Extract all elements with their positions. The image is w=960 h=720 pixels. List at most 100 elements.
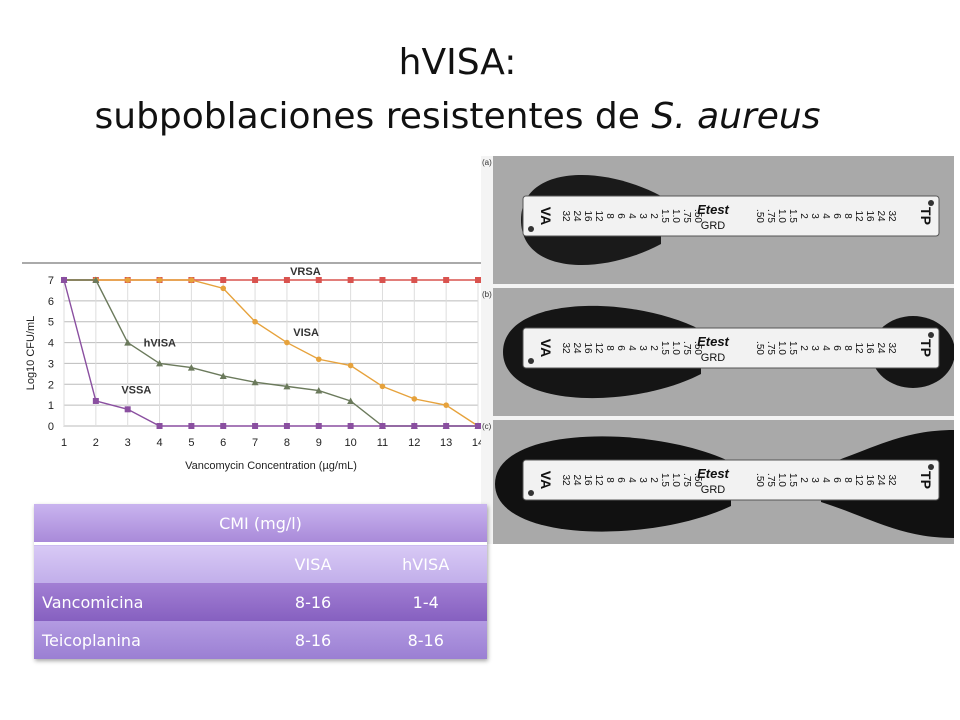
data-point xyxy=(315,387,323,394)
x-tick-label: 9 xyxy=(316,437,322,449)
title-line-1: hVISA: xyxy=(398,42,517,83)
series-label-hvisa: hVISA xyxy=(144,337,176,349)
etest-panel: (b)VA 32 24 16 12 8 6 4 3 2 1.5 1.0.75.50EtestGRD.5… xyxy=(482,288,955,416)
series-line xyxy=(64,279,479,427)
y-tick-label: 2 xyxy=(48,379,54,391)
x-tick-label: 13 xyxy=(440,437,452,449)
strip-scale-label: 12 xyxy=(593,474,604,486)
column-header-empty xyxy=(34,543,262,583)
strip-scale-label: 4 xyxy=(820,477,831,483)
data-point xyxy=(475,277,481,283)
data-point xyxy=(124,406,131,413)
strip-brand-sub: GRD xyxy=(701,352,726,364)
title-line-2-plain: subpoblaciones resistentes de xyxy=(94,96,652,137)
strip-scale-label: 2 xyxy=(798,477,809,483)
x-tick-label: 5 xyxy=(188,437,194,449)
plot-area xyxy=(63,279,479,427)
strip-scale-label: 1.0 xyxy=(670,473,681,487)
data-point xyxy=(61,277,67,283)
hvisa-value: 8-16 xyxy=(364,621,487,659)
y-tick-label: 0 xyxy=(48,421,54,433)
strip-code-left: VA xyxy=(538,207,554,225)
y-tick-label: 4 xyxy=(48,338,54,350)
strip-scale-label: 16 xyxy=(582,210,593,222)
strip-scale-label: 1.5 xyxy=(787,473,798,487)
data-point xyxy=(251,378,259,386)
strip-scale-label: 16 xyxy=(864,474,875,486)
data-point xyxy=(124,277,131,283)
strip-scale-label: 6 xyxy=(831,213,842,219)
data-point xyxy=(315,423,322,429)
data-point xyxy=(347,277,354,283)
data-point xyxy=(252,318,258,325)
panel-letter: (a) xyxy=(482,158,492,167)
strip-scale-label: 6 xyxy=(615,345,626,351)
data-point xyxy=(443,402,449,408)
strip-scale-label: 2 xyxy=(648,213,659,219)
strip-scale-label: .75 xyxy=(681,209,692,223)
strip-scale-label: 1.5 xyxy=(787,341,798,355)
strip-scale-label: 16 xyxy=(864,342,875,354)
x-tick-label: 11 xyxy=(377,437,388,449)
strip-dot xyxy=(928,200,934,206)
data-point xyxy=(220,285,227,292)
strip-scale-label: 12 xyxy=(853,210,864,222)
x-tick-label: 8 xyxy=(284,437,290,449)
data-point xyxy=(124,339,132,346)
data-point xyxy=(220,277,227,283)
x-tick-label: 6 xyxy=(220,437,226,449)
column-header-visa: VISA xyxy=(261,543,365,583)
data-point xyxy=(252,423,259,429)
strip-scale-label: 6 xyxy=(831,345,842,351)
strip-scale-label: 2 xyxy=(648,477,659,483)
strip-scale-label: 8 xyxy=(604,477,615,483)
panel-letter: (b) xyxy=(482,290,492,299)
data-point xyxy=(315,277,322,283)
x-tick-label: 7 xyxy=(252,437,258,449)
strip-scale-label: 1.0 xyxy=(670,341,681,355)
strip-code-left: VA xyxy=(538,339,554,357)
strip-scale-label: 1.0 xyxy=(776,209,787,223)
strip-scale-label: 1.5 xyxy=(659,473,670,487)
strip-dot xyxy=(528,490,534,496)
row-label: Teicoplanina xyxy=(34,621,262,659)
strip-scale-label: 6 xyxy=(831,477,842,483)
strip-scale-label: 8 xyxy=(604,345,615,351)
title-line-2-species: S. aureus xyxy=(651,96,821,137)
strip-scale-label: .75 xyxy=(765,473,776,487)
strip-scale-label: 12 xyxy=(593,210,604,222)
strip-scale-label: 32 xyxy=(886,342,897,354)
strip-code-right: TP xyxy=(918,339,934,357)
data-point xyxy=(188,277,195,283)
strip-scale-label: 32 xyxy=(560,342,571,354)
data-point xyxy=(283,382,291,390)
strip-scale-label: 12 xyxy=(593,342,604,354)
strip-scale-label: 4 xyxy=(626,477,637,483)
data-point xyxy=(411,396,418,402)
table-row: Teicoplanina 8-16 8-16 xyxy=(34,621,487,659)
data-point xyxy=(187,364,195,371)
data-point xyxy=(411,277,418,283)
etest-strips-image: (a) VA 32 24 16 12 8 6 4 3 2 1.5 1.0.75.50 Etest GRD .5… xyxy=(481,156,955,548)
series-label-vssa: VSSA xyxy=(121,384,151,396)
strip-scale-label: 1.0 xyxy=(776,341,787,355)
etest-panel: (c)VA 32 24 16 12 8 6 4 3 2 1.5 1.0.75.50EtestGRD.5… xyxy=(482,420,954,548)
data-point xyxy=(156,423,163,429)
strip-scale-label: .50 xyxy=(754,341,765,355)
strip-brand: Etest xyxy=(697,466,729,481)
data-point xyxy=(347,423,354,429)
y-tick-label: 7 xyxy=(48,275,54,287)
strip-code-right: TP xyxy=(918,207,934,225)
strip-scale-label: 8 xyxy=(842,477,853,483)
data-point xyxy=(156,359,164,367)
data-point xyxy=(379,383,386,390)
strip-scale-label: .50 xyxy=(692,473,703,487)
y-tick-label: 3 xyxy=(48,358,54,370)
strip-scale-label: 1.0 xyxy=(776,473,787,487)
strip-scale-label: 32 xyxy=(886,210,897,222)
data-point xyxy=(347,397,355,404)
strip-scale-label: 3 xyxy=(637,345,648,351)
strip-scale-label: 24 xyxy=(571,342,582,354)
data-point xyxy=(379,423,386,429)
